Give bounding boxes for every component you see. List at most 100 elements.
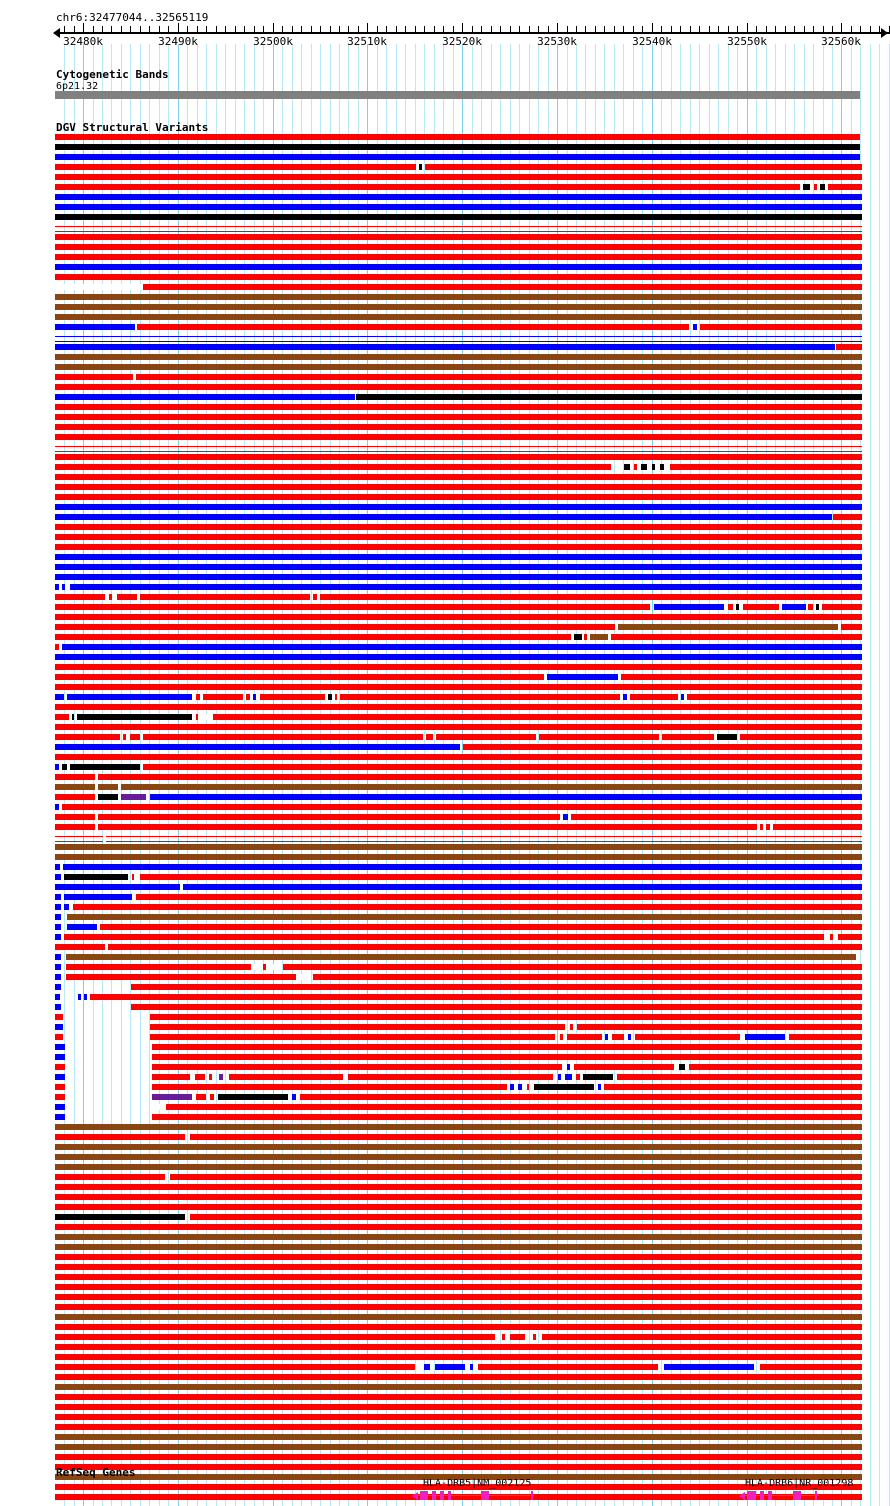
variant-segment[interactable] xyxy=(576,1074,580,1080)
variant-segment[interactable] xyxy=(55,804,59,810)
variant-segment[interactable] xyxy=(348,1074,553,1080)
variant-segment[interactable] xyxy=(152,1044,862,1050)
variant-row[interactable] xyxy=(0,894,890,904)
variant-row[interactable] xyxy=(0,514,890,524)
variant-segment[interactable] xyxy=(55,226,862,232)
variant-segment[interactable] xyxy=(654,604,724,610)
variant-segment[interactable] xyxy=(55,934,61,940)
variant-row[interactable] xyxy=(0,574,890,584)
variant-segment[interactable] xyxy=(55,1054,65,1060)
variant-row[interactable] xyxy=(0,1254,890,1264)
variant-segment[interactable] xyxy=(66,954,856,960)
variant-row[interactable] xyxy=(0,644,890,654)
variant-segment[interactable] xyxy=(426,734,433,740)
variant-segment[interactable] xyxy=(808,604,813,610)
variant-row[interactable] xyxy=(0,454,890,464)
variant-segment[interactable] xyxy=(717,734,737,740)
variant-segment[interactable] xyxy=(201,714,210,720)
variant-segment[interactable] xyxy=(55,1474,862,1480)
variant-segment[interactable] xyxy=(131,984,862,990)
variant-row[interactable] xyxy=(0,614,890,624)
variant-row[interactable] xyxy=(0,914,890,924)
variant-segment[interactable] xyxy=(55,1124,862,1130)
variant-row[interactable] xyxy=(0,1064,890,1074)
variant-segment[interactable] xyxy=(218,1094,288,1100)
variant-segment[interactable] xyxy=(55,1134,185,1140)
gene-exon[interactable] xyxy=(420,1491,428,1500)
variant-row[interactable] xyxy=(0,1104,890,1114)
variant-segment[interactable] xyxy=(64,894,132,900)
variant-segment[interactable] xyxy=(55,974,61,980)
variant-segment[interactable] xyxy=(55,1194,862,1200)
variant-segment[interactable] xyxy=(67,694,192,700)
variant-segment[interactable] xyxy=(617,1074,862,1080)
variant-segment[interactable] xyxy=(77,714,192,720)
variant-segment[interactable] xyxy=(635,1034,740,1040)
variant-segment[interactable] xyxy=(55,336,862,342)
variant-segment[interactable] xyxy=(98,814,560,820)
variant-row[interactable] xyxy=(0,1304,890,1314)
variant-segment[interactable] xyxy=(558,1074,561,1080)
variant-segment[interactable] xyxy=(55,984,61,990)
variant-row[interactable] xyxy=(0,1074,890,1084)
variant-segment[interactable] xyxy=(55,1394,862,1400)
variant-segment[interactable] xyxy=(836,344,862,350)
variant-segment[interactable] xyxy=(64,904,69,910)
variant-segment[interactable] xyxy=(55,694,64,700)
variant-segment[interactable] xyxy=(463,744,862,750)
variant-segment[interactable] xyxy=(55,534,862,540)
variant-segment[interactable] xyxy=(260,694,325,700)
variant-row[interactable] xyxy=(0,1164,890,1174)
variant-segment[interactable] xyxy=(55,454,862,460)
variant-segment[interactable] xyxy=(539,734,659,740)
variant-segment[interactable] xyxy=(55,1414,862,1420)
variant-row[interactable] xyxy=(0,1344,890,1354)
variant-segment[interactable] xyxy=(766,824,770,830)
variant-row[interactable] xyxy=(0,594,890,604)
variant-segment[interactable] xyxy=(213,714,862,720)
variant-row[interactable] xyxy=(0,754,890,764)
variant-segment[interactable] xyxy=(55,1424,862,1430)
variant-row[interactable] xyxy=(0,394,890,404)
variant-segment[interactable] xyxy=(55,894,61,900)
variant-segment[interactable] xyxy=(55,464,611,470)
variant-segment[interactable] xyxy=(55,154,860,160)
variant-segment[interactable] xyxy=(583,1074,613,1080)
variant-row[interactable] xyxy=(0,784,890,794)
variant-segment[interactable] xyxy=(518,1084,522,1090)
variant-segment[interactable] xyxy=(55,354,862,360)
variant-segment[interactable] xyxy=(109,594,112,600)
variant-row[interactable] xyxy=(0,724,890,734)
variant-segment[interactable] xyxy=(55,294,862,300)
variant-segment[interactable] xyxy=(55,1294,862,1300)
variant-segment[interactable] xyxy=(62,804,862,810)
variant-segment[interactable] xyxy=(571,814,862,820)
variant-segment[interactable] xyxy=(55,264,862,270)
variant-segment[interactable] xyxy=(62,644,862,650)
variant-segment[interactable] xyxy=(55,284,143,290)
variant-segment[interactable] xyxy=(743,604,779,610)
variant-segment[interactable] xyxy=(560,1034,563,1040)
variant-segment[interactable] xyxy=(195,1074,205,1080)
variant-segment[interactable] xyxy=(55,1304,862,1310)
gene-label[interactable]: HLA-DRB6|NR_001298 xyxy=(745,1478,854,1489)
variant-row[interactable] xyxy=(0,1094,890,1104)
variant-segment[interactable] xyxy=(55,1324,862,1330)
variant-segment[interactable] xyxy=(55,174,862,180)
variant-segment[interactable] xyxy=(782,604,806,610)
gene-exon[interactable] xyxy=(432,1491,436,1500)
variant-segment[interactable] xyxy=(565,1074,572,1080)
variant-segment[interactable] xyxy=(270,964,280,970)
variant-segment[interactable] xyxy=(773,824,862,830)
variant-segment[interactable] xyxy=(574,634,582,640)
variant-segment[interactable] xyxy=(55,1014,63,1020)
variant-row[interactable] xyxy=(0,1144,890,1154)
variant-segment[interactable] xyxy=(117,594,137,600)
variant-segment[interactable] xyxy=(70,764,140,770)
variant-segment[interactable] xyxy=(55,204,862,210)
variant-segment[interactable] xyxy=(652,464,655,470)
variant-segment[interactable] xyxy=(789,1034,862,1040)
variant-row[interactable] xyxy=(0,1334,890,1344)
variant-row[interactable] xyxy=(0,1234,890,1244)
variant-segment[interactable] xyxy=(152,1114,862,1120)
